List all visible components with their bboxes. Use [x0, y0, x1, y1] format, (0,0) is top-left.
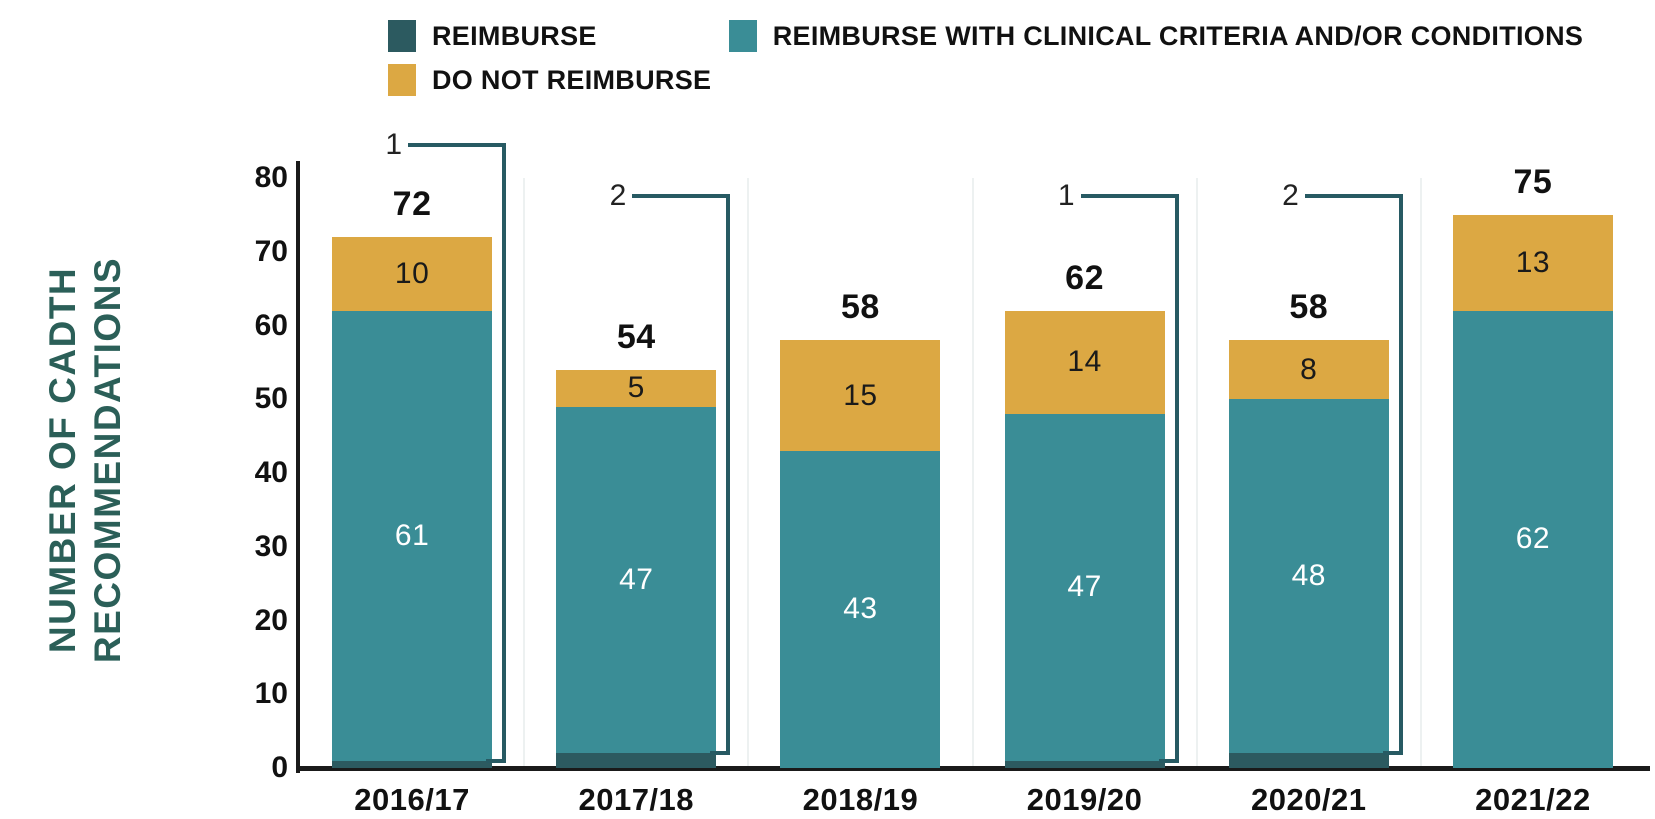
- bar-segment-reimburse-with-criteria: [780, 450, 941, 768]
- bar-segment-do-not-reimburse: [1452, 214, 1613, 311]
- bar-segment-value-label: 48: [1291, 559, 1326, 593]
- callout-line-horizontal: [632, 194, 731, 198]
- callout-line-hook: [486, 758, 507, 763]
- x-axis-line: [296, 766, 1650, 771]
- y-axis-tick-label: 80: [254, 161, 288, 194]
- bar-segment-do-not-reimburse: [556, 369, 717, 407]
- legend-label-reimburse-with-criteria: REIMBURSE WITH CLINICAL CRITERIA AND/OR …: [772, 20, 1584, 51]
- legend-swatch-reimburse-icon: [388, 20, 416, 52]
- bar-segment-do-not-reimburse: [332, 237, 493, 311]
- bar-segment-reimburse-with-criteria: [332, 310, 493, 761]
- bar-segment-reimburse-with-criteria: [1228, 399, 1389, 754]
- bar-total-label: 72: [392, 185, 432, 223]
- y-axis-tick-label: 60: [254, 308, 288, 342]
- legend: REIMBURSE REIMBURSE WITH CLINICAL CRITER…: [388, 20, 1583, 96]
- column-separator: [1195, 178, 1198, 768]
- callout-line-hook: [1158, 758, 1179, 763]
- bar-segment-value-label: 14: [1067, 345, 1102, 379]
- legend-row-1: REIMBURSE REIMBURSE WITH CLINICAL CRITER…: [388, 20, 1583, 52]
- callout-line-vertical: [1174, 194, 1179, 763]
- y-axis-tick-label: 0: [271, 751, 288, 784]
- bar-segment-do-not-reimburse: [1228, 340, 1389, 400]
- bar-total-label: 62: [1065, 258, 1104, 297]
- legend-label-do-not-reimburse: DO NOT REIMBURSE: [432, 64, 712, 95]
- legend-item-reimburse-with-criteria: REIMBURSE WITH CLINICAL CRITERIA AND/OR …: [728, 20, 1584, 52]
- bar-segment-reimburse: [556, 753, 717, 768]
- x-axis-category-label: 2020/21: [1250, 782, 1367, 817]
- callout-line-hook: [710, 751, 731, 756]
- callout-value-label: 1: [385, 128, 403, 161]
- bar-segment-reimburse: [1228, 753, 1389, 768]
- x-axis-category-label: 2019/20: [1026, 782, 1143, 817]
- legend-item-do-not-reimburse: DO NOT REIMBURSE: [388, 64, 711, 96]
- column-separator: [1419, 178, 1422, 768]
- bar-segment-reimburse-with-criteria: [556, 406, 717, 754]
- bar-segment-value-label: 13: [1515, 245, 1551, 279]
- callout-line-vertical: [502, 143, 507, 763]
- y-axis-tick-label: 40: [254, 456, 288, 489]
- bar-total-label: 75: [1513, 162, 1553, 201]
- callout-line-horizontal: [1080, 194, 1179, 198]
- bar-segment-do-not-reimburse: [780, 340, 941, 451]
- x-axis-category-label: 2018/19: [802, 782, 919, 817]
- bar-segment-value-label: 15: [843, 378, 878, 412]
- callout-value-label: 2: [1282, 179, 1299, 212]
- y-axis-tick-label: 50: [254, 382, 288, 416]
- legend-swatch-reimburse-with-criteria-icon: [728, 20, 757, 52]
- bar-segment-value-label: 5: [627, 371, 645, 405]
- bar-segment-value-label: 61: [394, 518, 430, 552]
- y-axis-tick-label: 70: [254, 234, 288, 268]
- legend-row-2: DO NOT REIMBURSE: [388, 64, 1583, 96]
- callout-line-hook: [1382, 751, 1403, 756]
- bar-segment-do-not-reimburse: [1004, 310, 1165, 414]
- callout-line-vertical: [1398, 194, 1403, 756]
- callout-value-label: 1: [1057, 179, 1075, 212]
- column-separator: [971, 178, 974, 768]
- legend-label-reimburse: REIMBURSE: [432, 20, 597, 51]
- y-axis-tick-label: 20: [254, 603, 288, 637]
- bar-segment-value-label: 47: [1067, 570, 1102, 604]
- bar-segment-value-label: 8: [1300, 352, 1318, 386]
- x-axis-category-label: 2016/17: [354, 782, 470, 817]
- column-separator: [523, 178, 526, 768]
- bar-segment-value-label: 47: [619, 562, 654, 596]
- bar-segment-value-label: 43: [843, 592, 878, 626]
- callout-value-label: 2: [609, 179, 627, 212]
- legend-item-reimburse: REIMBURSE: [388, 20, 597, 52]
- y-axis-tick-label: 30: [254, 529, 288, 563]
- legend-swatch-do-not-reimburse-icon: [388, 64, 416, 96]
- bar-segment-reimburse: [332, 760, 493, 768]
- column-separator: [747, 178, 750, 768]
- y-axis-tick-label: 10: [254, 677, 288, 711]
- bar-total-label: 58: [1289, 288, 1329, 327]
- bar-segment-value-label: 10: [394, 256, 430, 290]
- x-axis-category-label: 2017/18: [578, 782, 695, 817]
- bar-total-label: 54: [616, 317, 656, 356]
- bar-segment-reimburse-with-criteria: [1004, 414, 1165, 761]
- x-axis-category-label: 2021/22: [1475, 782, 1591, 817]
- y-axis-line: [296, 161, 300, 773]
- callout-line-horizontal: [408, 143, 507, 147]
- bar-segment-value-label: 62: [1515, 522, 1551, 556]
- bar-segment-reimburse: [1004, 760, 1165, 768]
- bar-total-label: 58: [840, 288, 880, 327]
- callout-line-horizontal: [1304, 194, 1403, 198]
- bar-segment-reimburse-with-criteria: [1452, 310, 1613, 768]
- callout-line-vertical: [726, 194, 731, 756]
